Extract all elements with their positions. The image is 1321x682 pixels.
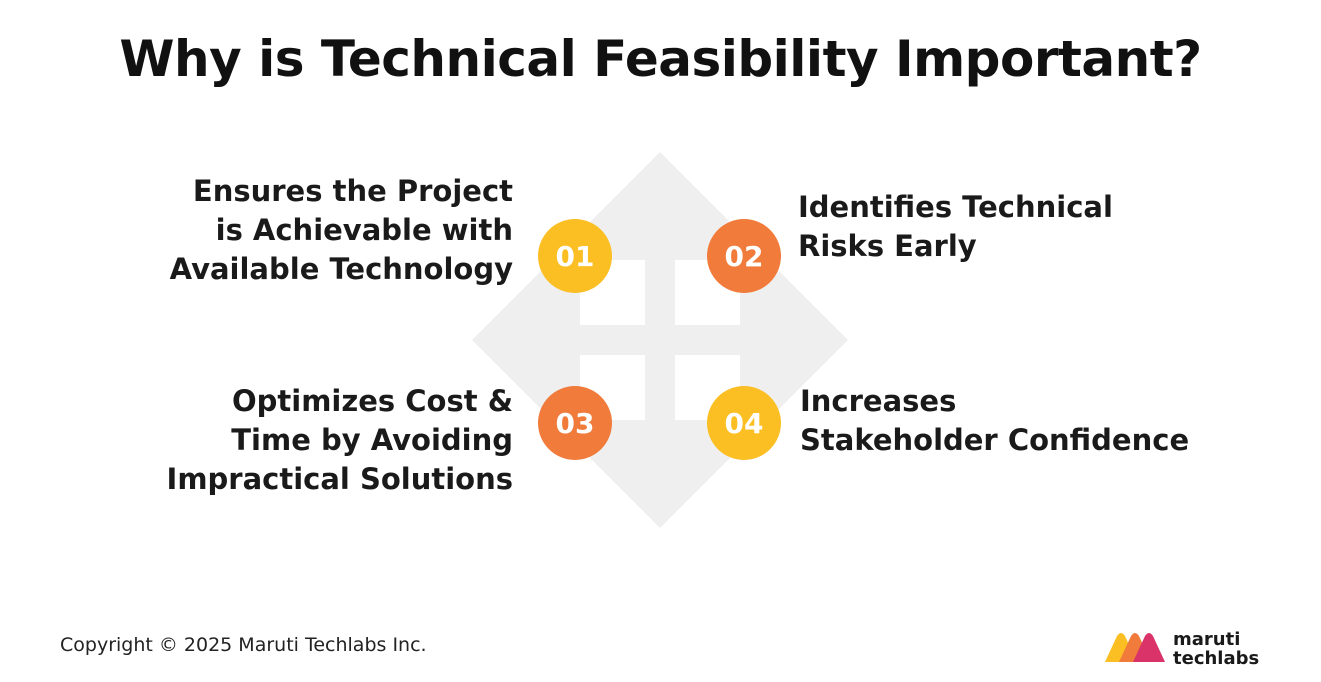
logo-line-2: techlabs: [1173, 648, 1260, 669]
item-03-text: Optimizes Cost & Time by Avoiding Imprac…: [167, 382, 513, 499]
item-03-line-1: Optimizes Cost &: [232, 384, 513, 418]
logo-text: maruti techlabs: [1173, 630, 1259, 668]
item-04-text: Increases Stakeholder Confidence: [800, 382, 1189, 460]
logo-line-1: maruti: [1173, 629, 1241, 650]
item-02-line-1: Identifies Technical: [798, 190, 1113, 224]
item-03-line-3: Impractical Solutions: [166, 462, 513, 496]
item-04-line-2: Stakeholder Confidence: [800, 423, 1190, 457]
copyright-text: Copyright © 2025 Maruti Techlabs Inc.: [60, 634, 427, 656]
item-01-line-2: is Achievable with: [215, 213, 513, 247]
item-01-line-1: Ensures the Project: [192, 174, 513, 208]
item-03-line-2: Time by Avoiding: [231, 423, 513, 457]
item-02-text: Identifies Technical Risks Early: [798, 188, 1113, 266]
item-04-badge: 04: [707, 386, 781, 460]
item-01-text: Ensures the Project is Achievable with A…: [170, 172, 513, 289]
page-title: Why is Technical Feasibility Important?: [119, 30, 1202, 88]
maruti-techlabs-logo-icon: [1105, 633, 1165, 662]
item-01-badge: 01: [538, 219, 612, 293]
background-arrow-diamond-icon: [472, 152, 848, 528]
item-04-line-1: Increases: [800, 384, 957, 418]
item-01-line-3: Available Technology: [169, 252, 513, 286]
item-03-badge: 03: [538, 386, 612, 460]
item-02-line-2: Risks Early: [798, 229, 977, 263]
item-02-badge: 02: [707, 219, 781, 293]
